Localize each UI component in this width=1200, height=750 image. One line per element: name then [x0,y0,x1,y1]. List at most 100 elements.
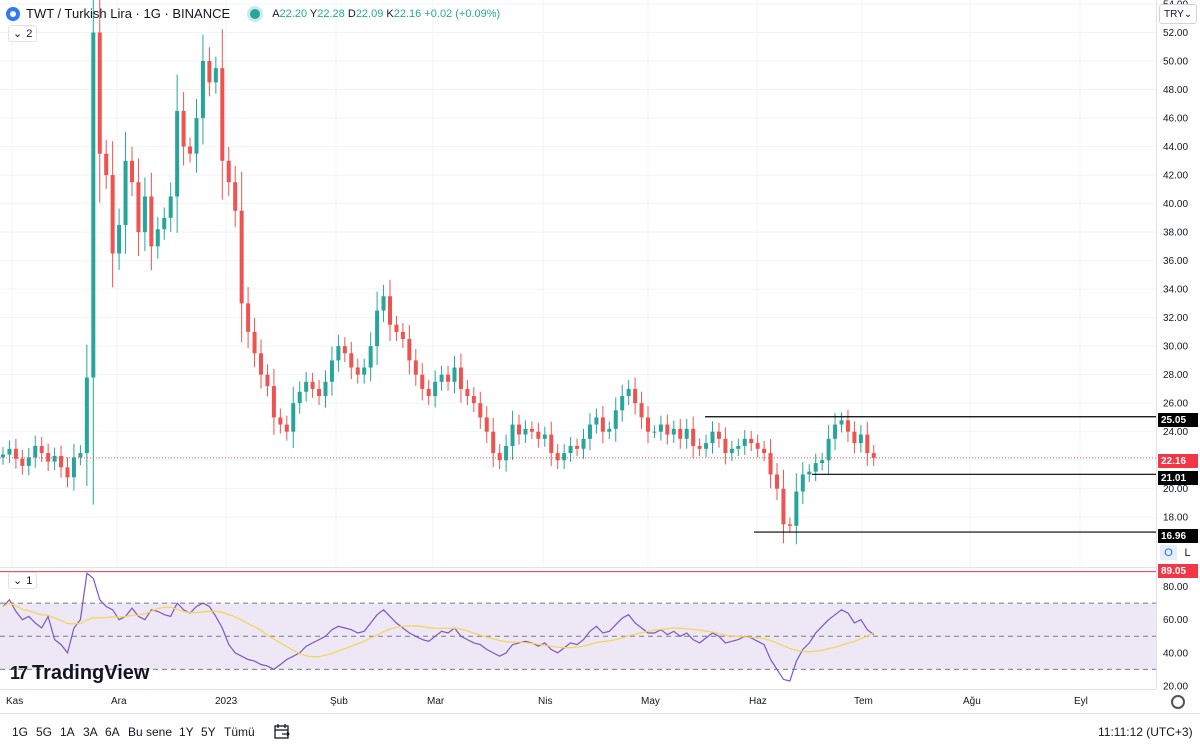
candle-body [175,110,180,197]
candle-body [59,455,64,468]
candle-body [323,381,328,397]
candle-body [1,454,5,458]
rsi-tick-label: 80.00 [1163,582,1188,593]
candle-body [426,388,431,397]
candle-body [523,428,528,435]
bottom-toolbar: 1G 5G 1A 3A 6A Bu sene 1Y 5Y Tümü 11:11:… [0,713,1200,750]
candle-body [110,175,115,254]
calendar-goto-icon[interactable] [273,723,291,741]
candle-body [549,434,554,454]
price-tick-label: 24.00 [1163,427,1188,438]
rsi-scale[interactable]: 80.00 60.00 40.00 20.00 [1156,567,1200,693]
candle-body [46,453,51,462]
candle-body [207,61,212,83]
candle-body [484,417,489,432]
candle-body [265,374,270,387]
candle-body [252,331,257,354]
scale-o-button[interactable]: O [1160,545,1177,560]
rsi-scale-svg: 80.00 60.00 40.00 20.00 [1163,582,1188,692]
price-scale[interactable]: 54.0052.0050.0048.0046.0044.0042.0040.00… [1156,0,1200,567]
rsi-tick-label: 40.00 [1163,648,1188,659]
range-1y-button[interactable]: 1Y [179,725,194,739]
price-chart-pane[interactable]: TWT / Turkish Lira · 1G · BINANCE A22.20… [0,0,1156,567]
candle-body [342,346,347,354]
candle-body [626,388,631,397]
candle-body [136,182,141,233]
candle-body [865,434,870,454]
candle-body [52,455,57,462]
candle-body [349,353,354,368]
candle-body [600,417,605,432]
candle-body [781,488,786,525]
candle-body [297,391,302,404]
candle-body [220,68,225,161]
candle-body [716,431,721,439]
candle-body [310,381,315,389]
range-1g-button[interactable]: 1G [12,725,29,739]
rsi-pane[interactable]: ⌄ 1 17 TradingView [0,567,1156,689]
level-mid-tag: 21.01 [1158,471,1198,485]
symbol-title[interactable]: TWT / Turkish Lira · 1G · BINANCE [26,6,231,21]
time-tick: Tem [854,696,873,707]
scale-l-button[interactable]: L [1184,546,1191,559]
range-3a-button[interactable]: 3A [83,725,98,739]
range-all-button[interactable]: Tümü [224,725,255,739]
candle-body [233,182,238,211]
candle-body [213,68,218,83]
chevron-down-icon: ⌄ [1183,8,1193,20]
candle-body [71,457,76,478]
range-5y-button[interactable]: 5Y [201,725,216,739]
candle-body [142,196,147,233]
price-scale-svg: 54.0052.0050.0048.0046.0044.0042.0040.00… [1163,0,1188,524]
currency-select[interactable]: TRY ⌄ [1159,4,1197,24]
time-tick: Eyl [1074,696,1088,707]
candle-body [226,160,231,183]
candle-body [155,229,160,247]
indicators-toggle-button[interactable]: ⌄ 2 [8,25,38,42]
candle-body [7,448,12,455]
price-tick-label: 46.00 [1163,114,1188,125]
range-6a-button[interactable]: 6A [105,725,120,739]
range-ytd-button[interactable]: Bu sene [128,725,173,739]
candle-body [568,445,573,454]
candle-body [587,424,592,439]
candle-body [536,431,541,439]
candle-body [807,471,812,475]
rsi-indicator-count: 1 [26,574,33,587]
candle-body [820,460,825,464]
candle-body [91,32,96,378]
level-high-tag: 25.05 [1158,413,1198,427]
chart-legend: TWT / Turkish Lira · 1G · BINANCE A22.20… [6,6,500,21]
candle-body [104,153,109,176]
time-axis[interactable]: Kas Ara 2023 Şub Mar Nis May Haz Tem Ağu… [0,689,1156,713]
candle-body [446,374,451,382]
price-tick-label: 50.00 [1163,57,1188,68]
candle-body [665,424,670,435]
rsi-chart-svg[interactable] [0,568,1156,689]
candle-body [388,296,392,325]
range-5g-button[interactable]: 5G [36,725,53,739]
tradingview-logo: 17 TradingView [10,662,149,685]
candle-body [613,410,618,429]
rsi-toggle-button[interactable]: ⌄ 1 [8,572,38,589]
candle-body [13,448,18,459]
candle-body [620,396,625,411]
candle-body [491,431,496,454]
market-status-icon[interactable] [250,8,261,19]
settings-gear-icon[interactable] [1171,695,1185,709]
candle-body [555,453,560,461]
candle-body [504,445,509,461]
price-chart-svg[interactable] [0,0,1156,567]
candle-body [762,448,767,454]
price-tick-label: 42.00 [1163,171,1188,182]
current-price-tag: 22.16 [1158,454,1198,468]
clock-readout[interactable]: 11:11:12 (UTC+3) [1098,725,1193,739]
change-value: +0.02 (+0.09%) [424,7,501,20]
candle-body [858,434,863,444]
candle-body [852,431,857,444]
candle-body [33,445,38,458]
range-1a-button[interactable]: 1A [60,725,75,739]
candle-body [729,448,734,454]
time-tick: Haz [749,696,767,707]
rsi-line [2,572,875,682]
